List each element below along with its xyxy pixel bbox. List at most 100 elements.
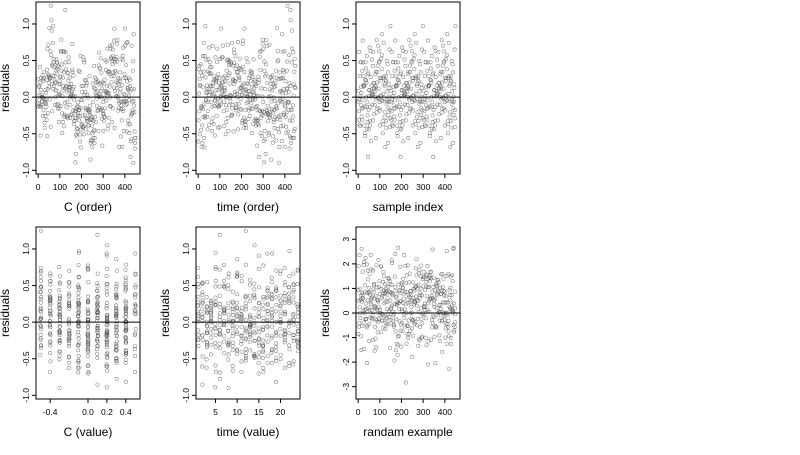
data-point — [448, 119, 453, 123]
data-point — [226, 271, 231, 276]
data-point — [226, 352, 231, 357]
data-point — [400, 329, 405, 334]
data-point — [123, 348, 128, 353]
data-point — [39, 102, 44, 107]
data-point — [123, 357, 128, 362]
data-point — [117, 106, 121, 111]
data-point — [60, 120, 65, 124]
data-point — [407, 80, 412, 85]
data-point — [291, 103, 296, 108]
data-point — [385, 296, 390, 301]
data-point — [43, 99, 48, 104]
data-point — [210, 129, 215, 133]
data-point — [384, 101, 389, 106]
data-point — [431, 127, 436, 132]
data-point — [233, 79, 237, 84]
data-point — [267, 42, 272, 47]
data-point — [398, 70, 403, 75]
data-point — [225, 115, 230, 120]
data-point — [41, 78, 46, 83]
data-point — [372, 282, 376, 286]
data-point — [57, 106, 62, 111]
data-point — [373, 336, 378, 341]
data-point — [291, 362, 296, 367]
data-point — [446, 329, 451, 334]
x-tick-label: 0.4 — [120, 407, 132, 417]
data-point — [95, 316, 100, 321]
data-point — [133, 295, 137, 300]
data-point — [412, 67, 417, 72]
x-tick-label: 300 — [416, 407, 430, 417]
data-point — [63, 100, 67, 105]
data-point — [87, 108, 92, 113]
data-point — [256, 266, 261, 271]
data-point — [432, 315, 437, 320]
data-point — [213, 265, 218, 269]
data-point — [443, 108, 448, 113]
data-point — [65, 99, 70, 104]
data-point — [197, 91, 201, 96]
data-point — [248, 282, 252, 287]
data-point — [273, 115, 278, 120]
data-point — [195, 328, 200, 333]
data-point — [218, 323, 223, 328]
data-point — [290, 135, 295, 140]
data-point — [295, 302, 300, 307]
data-point — [433, 297, 438, 302]
data-point — [381, 279, 386, 284]
data-point — [263, 74, 268, 79]
data-point — [269, 310, 274, 315]
data-point — [256, 253, 261, 258]
data-point — [90, 131, 95, 136]
data-point — [414, 74, 419, 79]
data-point — [381, 274, 386, 279]
data-point — [114, 308, 119, 313]
data-point — [448, 306, 452, 311]
data-point — [82, 92, 87, 97]
data-point — [118, 134, 123, 139]
data-point — [115, 41, 119, 46]
data-point — [254, 119, 259, 123]
data-point — [39, 327, 44, 332]
data-point — [386, 94, 391, 99]
data-point — [247, 313, 252, 317]
data-point — [209, 104, 214, 109]
data-point — [444, 56, 449, 61]
data-point — [97, 66, 102, 71]
data-point — [418, 70, 423, 75]
data-point — [430, 126, 435, 131]
data-point — [200, 312, 205, 317]
data-point — [96, 108, 100, 113]
data-point — [287, 347, 292, 352]
data-point — [371, 80, 376, 85]
data-point — [76, 311, 81, 316]
data-point — [366, 127, 371, 132]
data-point — [209, 352, 213, 357]
data-point — [76, 301, 81, 306]
data-point — [440, 272, 445, 277]
data-point — [99, 70, 104, 75]
data-point — [66, 354, 71, 359]
data-point — [207, 60, 212, 65]
data-point — [265, 360, 270, 365]
data-point — [414, 273, 419, 278]
data-point — [277, 70, 282, 75]
data-point — [261, 307, 266, 312]
data-point — [252, 352, 257, 356]
y-tick-label: -1 — [341, 334, 351, 342]
data-point — [105, 317, 110, 322]
data-point — [95, 315, 100, 320]
data-point — [204, 357, 209, 362]
data-point — [88, 157, 93, 162]
y-tick-label: -0.5 — [181, 126, 191, 141]
data-point — [269, 157, 274, 162]
data-point — [104, 362, 109, 367]
data-point — [423, 316, 428, 321]
data-point — [385, 62, 390, 67]
data-point — [289, 60, 294, 65]
data-point — [37, 64, 42, 69]
x-tick-label: 200 — [74, 182, 88, 192]
data-point — [363, 283, 368, 288]
data-point — [200, 123, 205, 128]
x-axis-label: C (order) — [64, 200, 112, 214]
